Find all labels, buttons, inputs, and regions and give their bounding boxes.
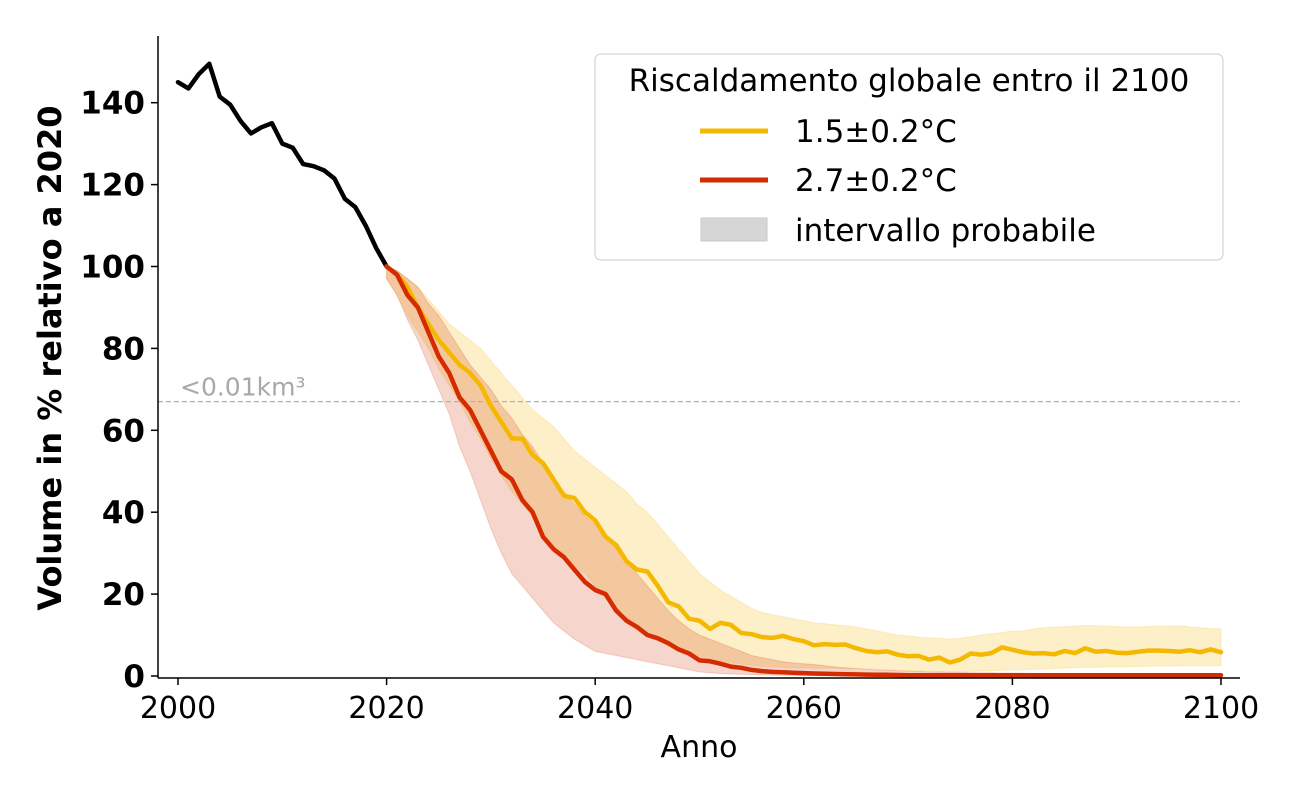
y-tick-label: 20 <box>102 577 145 613</box>
y-tick-label: 120 <box>80 168 145 204</box>
x-tick-label: 2060 <box>766 691 842 726</box>
x-tick-label: 2100 <box>1183 691 1259 726</box>
series-line-2-7 <box>384 264 1224 678</box>
y-tick-label: 80 <box>102 331 145 367</box>
historical-line <box>175 61 389 269</box>
legend: Riscaldamento globale entro il 2100 1.5±… <box>594 53 1224 261</box>
axes <box>157 36 1240 679</box>
threshold-group: <0.01km³ <box>158 373 1240 403</box>
threshold-label: <0.01km³ <box>180 373 305 402</box>
likely-range-bands <box>386 265 1222 677</box>
legend-title: Riscaldamento globale entro il 2100 <box>629 63 1190 99</box>
legend-label-2-7: 2.7±0.2°C <box>795 163 957 199</box>
y-tick-label: 60 <box>102 413 145 449</box>
y-tick-label: 140 <box>80 86 145 122</box>
legend-label-band: intervallo probabile <box>795 213 1096 249</box>
y-tick-label: 100 <box>80 250 145 286</box>
series-lines <box>175 61 1224 678</box>
x-tick-label: 2040 <box>557 691 633 726</box>
band-2-7 <box>386 265 1222 677</box>
y-axis-title: Volume in % relativo a 2020 <box>31 105 69 610</box>
x-axis-title: Anno <box>661 730 738 765</box>
series-line-1-5 <box>384 264 1224 665</box>
legend-band-swatch <box>700 217 768 242</box>
x-tick-label: 2080 <box>974 691 1050 726</box>
y-tick-label: 0 <box>123 659 145 695</box>
y-tick-label: 40 <box>102 495 145 531</box>
legend-label-1-5: 1.5±0.2°C <box>795 114 957 150</box>
x-tick-label: 2000 <box>140 691 216 726</box>
x-tick-label: 2020 <box>348 691 424 726</box>
legend-frame <box>594 53 1224 261</box>
